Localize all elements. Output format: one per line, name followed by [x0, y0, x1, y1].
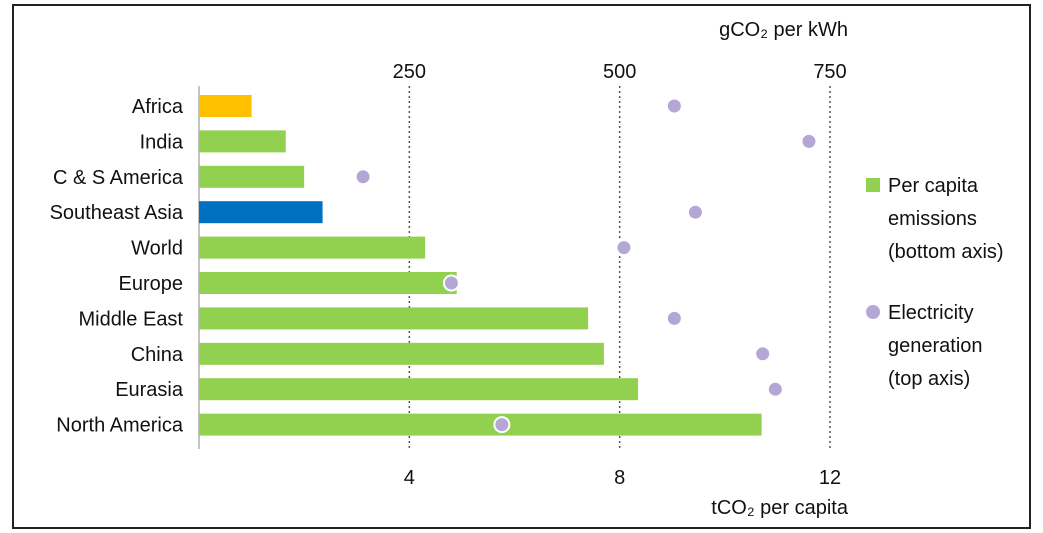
legend-label-emissions: emissions [888, 208, 977, 230]
electricity-dot [442, 274, 460, 292]
electricity-dot [754, 345, 772, 363]
electricity-dot [493, 416, 511, 434]
top-axis-title: gCO₂ per kWh [719, 19, 848, 41]
bar [199, 201, 323, 224]
category-label: Eurasia [115, 379, 184, 401]
legend-label-emissions: (bottom axis) [888, 241, 1004, 263]
category-label: Middle East [79, 308, 184, 330]
category-label: China [131, 344, 184, 366]
bar [199, 165, 305, 188]
bar-chart: Africa India C & S America Southeast Asia Wo… [50, 19, 1004, 519]
electricity-dot [665, 97, 683, 115]
category-label: C & S America [53, 167, 184, 189]
bar [199, 272, 457, 294]
bar [199, 342, 604, 365]
bar [199, 307, 589, 330]
legend-label-electricity: Electricity [888, 302, 974, 324]
category-label: Europe [119, 273, 184, 295]
bar [199, 95, 252, 117]
legend-label-emissions: Per capita [888, 175, 979, 197]
bar [199, 236, 426, 259]
bottom-tick-label: 8 [614, 467, 625, 489]
electricity-dot [665, 309, 683, 327]
electricity-dot [615, 239, 633, 257]
legend-label-electricity: generation [888, 335, 983, 357]
legend-marker-emissions [866, 178, 880, 192]
bar [199, 413, 762, 436]
top-tick-label: 750 [813, 61, 846, 83]
bar [199, 130, 286, 153]
category-label: Africa [132, 96, 184, 118]
electricity-dot [686, 203, 704, 221]
bottom-axis-title: tCO₂ per capita [711, 497, 849, 519]
legend-marker-electricity [866, 305, 880, 319]
top-tick-label: 250 [393, 61, 426, 83]
electricity-dot [800, 132, 818, 150]
category-label: World [131, 238, 183, 260]
bottom-tick-label: 4 [404, 467, 415, 489]
electricity-dot [766, 380, 784, 398]
bottom-tick-label: 12 [819, 467, 841, 489]
top-tick-label: 500 [603, 61, 636, 83]
category-label: India [140, 131, 184, 153]
bar [199, 378, 639, 401]
legend-label-electricity: (top axis) [888, 368, 970, 390]
category-label: Southeast Asia [50, 202, 184, 224]
category-label: North America [56, 415, 184, 437]
electricity-dot [354, 168, 372, 186]
chart-frame: Africa India C & S America Southeast Asia Wo… [12, 4, 1031, 529]
